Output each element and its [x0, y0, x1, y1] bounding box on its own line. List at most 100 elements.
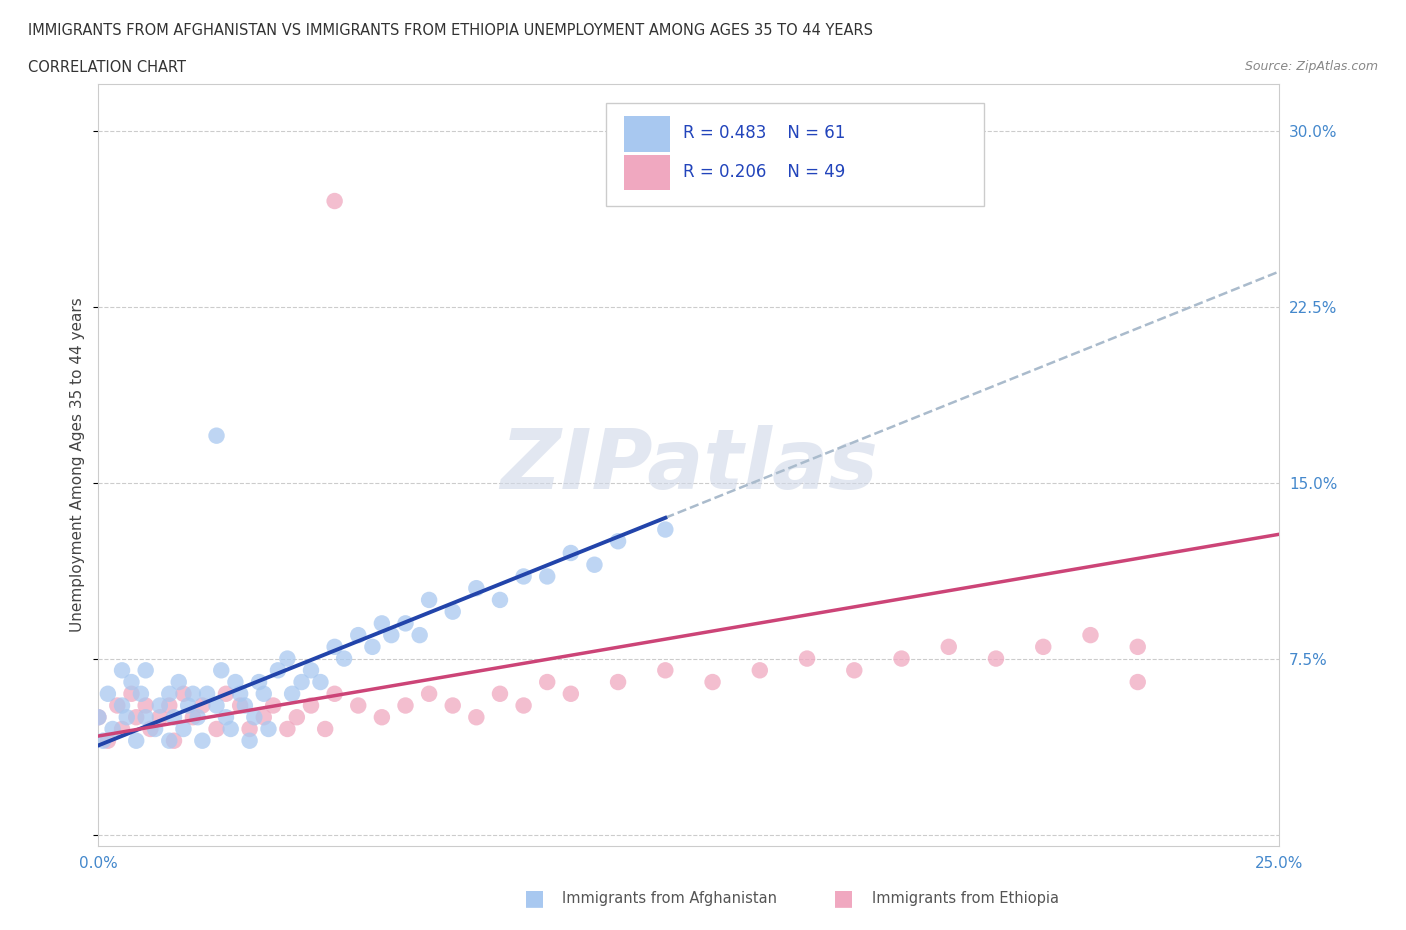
Point: [844, 663, 866, 678]
Point: [139, 722, 162, 737]
Point: [205, 428, 228, 443]
Point: [191, 733, 214, 748]
Point: [215, 686, 238, 701]
Point: [224, 674, 246, 689]
Point: [299, 663, 322, 678]
Text: ■: ■: [834, 888, 853, 909]
Point: [215, 710, 238, 724]
Point: [111, 698, 134, 713]
Point: [177, 698, 200, 713]
Point: [394, 616, 416, 631]
Point: [314, 722, 336, 737]
Point: [465, 580, 488, 595]
Point: [149, 698, 172, 713]
Point: [209, 663, 232, 678]
FancyBboxPatch shape: [624, 154, 671, 190]
Point: [87, 710, 110, 724]
Y-axis label: Unemployment Among Ages 35 to 44 years: Unemployment Among Ages 35 to 44 years: [70, 298, 86, 632]
Point: [101, 722, 124, 737]
Point: [418, 686, 440, 701]
Point: [239, 733, 262, 748]
Point: [135, 663, 157, 678]
Point: [512, 569, 534, 584]
Point: [125, 710, 148, 724]
Point: [253, 710, 276, 724]
Point: [748, 663, 770, 678]
Point: [938, 640, 960, 655]
Point: [394, 698, 416, 713]
Point: [157, 733, 180, 748]
Point: [361, 640, 384, 655]
Point: [267, 663, 290, 678]
Point: [607, 674, 630, 689]
Point: [239, 722, 262, 737]
Point: [285, 710, 308, 724]
Point: [465, 710, 488, 724]
Point: [890, 651, 912, 666]
Text: ZIPatlas: ZIPatlas: [501, 424, 877, 506]
Point: [157, 686, 180, 701]
Point: [984, 651, 1007, 666]
Point: [172, 686, 194, 701]
FancyBboxPatch shape: [606, 103, 984, 206]
Point: [181, 686, 204, 701]
Point: [441, 604, 464, 619]
Point: [167, 674, 190, 689]
Point: [347, 698, 370, 713]
Point: [97, 733, 120, 748]
Point: [253, 686, 276, 701]
Point: [290, 674, 312, 689]
Point: [157, 698, 180, 713]
Text: IMMIGRANTS FROM AFGHANISTAN VS IMMIGRANTS FROM ETHIOPIA UNEMPLOYMENT AMONG AGES : IMMIGRANTS FROM AFGHANISTAN VS IMMIGRANT…: [28, 23, 873, 38]
Point: [163, 733, 186, 748]
Point: [512, 698, 534, 713]
Point: [229, 686, 252, 701]
Point: [371, 710, 394, 724]
Text: CORRELATION CHART: CORRELATION CHART: [28, 60, 186, 75]
Text: R = 0.206    N = 49: R = 0.206 N = 49: [683, 163, 845, 181]
Point: [233, 698, 256, 713]
Point: [560, 686, 582, 701]
Text: Immigrants from Afghanistan: Immigrants from Afghanistan: [562, 891, 778, 906]
Point: [115, 710, 138, 724]
Point: [796, 651, 818, 666]
Text: ■: ■: [524, 888, 544, 909]
Point: [299, 698, 322, 713]
Point: [323, 193, 346, 208]
Point: [276, 722, 298, 737]
Point: [536, 674, 558, 689]
Point: [181, 710, 204, 724]
Point: [702, 674, 724, 689]
Point: [371, 616, 394, 631]
Point: [262, 698, 284, 713]
Point: [172, 722, 194, 737]
Point: [408, 628, 430, 643]
FancyBboxPatch shape: [624, 116, 671, 152]
Point: [205, 698, 228, 713]
Point: [257, 722, 280, 737]
Point: [163, 710, 186, 724]
Point: [247, 674, 270, 689]
Text: R = 0.483    N = 61: R = 0.483 N = 61: [683, 124, 845, 141]
Point: [135, 698, 157, 713]
Point: [1080, 628, 1102, 643]
Point: [309, 674, 332, 689]
Point: [143, 722, 166, 737]
Point: [441, 698, 464, 713]
Point: [111, 722, 134, 737]
Point: [243, 710, 266, 724]
Point: [121, 674, 143, 689]
Point: [323, 640, 346, 655]
Point: [489, 592, 512, 607]
Point: [536, 569, 558, 584]
Point: [583, 557, 606, 572]
Point: [125, 733, 148, 748]
Point: [105, 698, 128, 713]
Point: [276, 651, 298, 666]
Point: [121, 686, 143, 701]
Point: [654, 663, 676, 678]
Point: [111, 663, 134, 678]
Point: [654, 522, 676, 537]
Point: [1126, 640, 1149, 655]
Point: [87, 710, 110, 724]
